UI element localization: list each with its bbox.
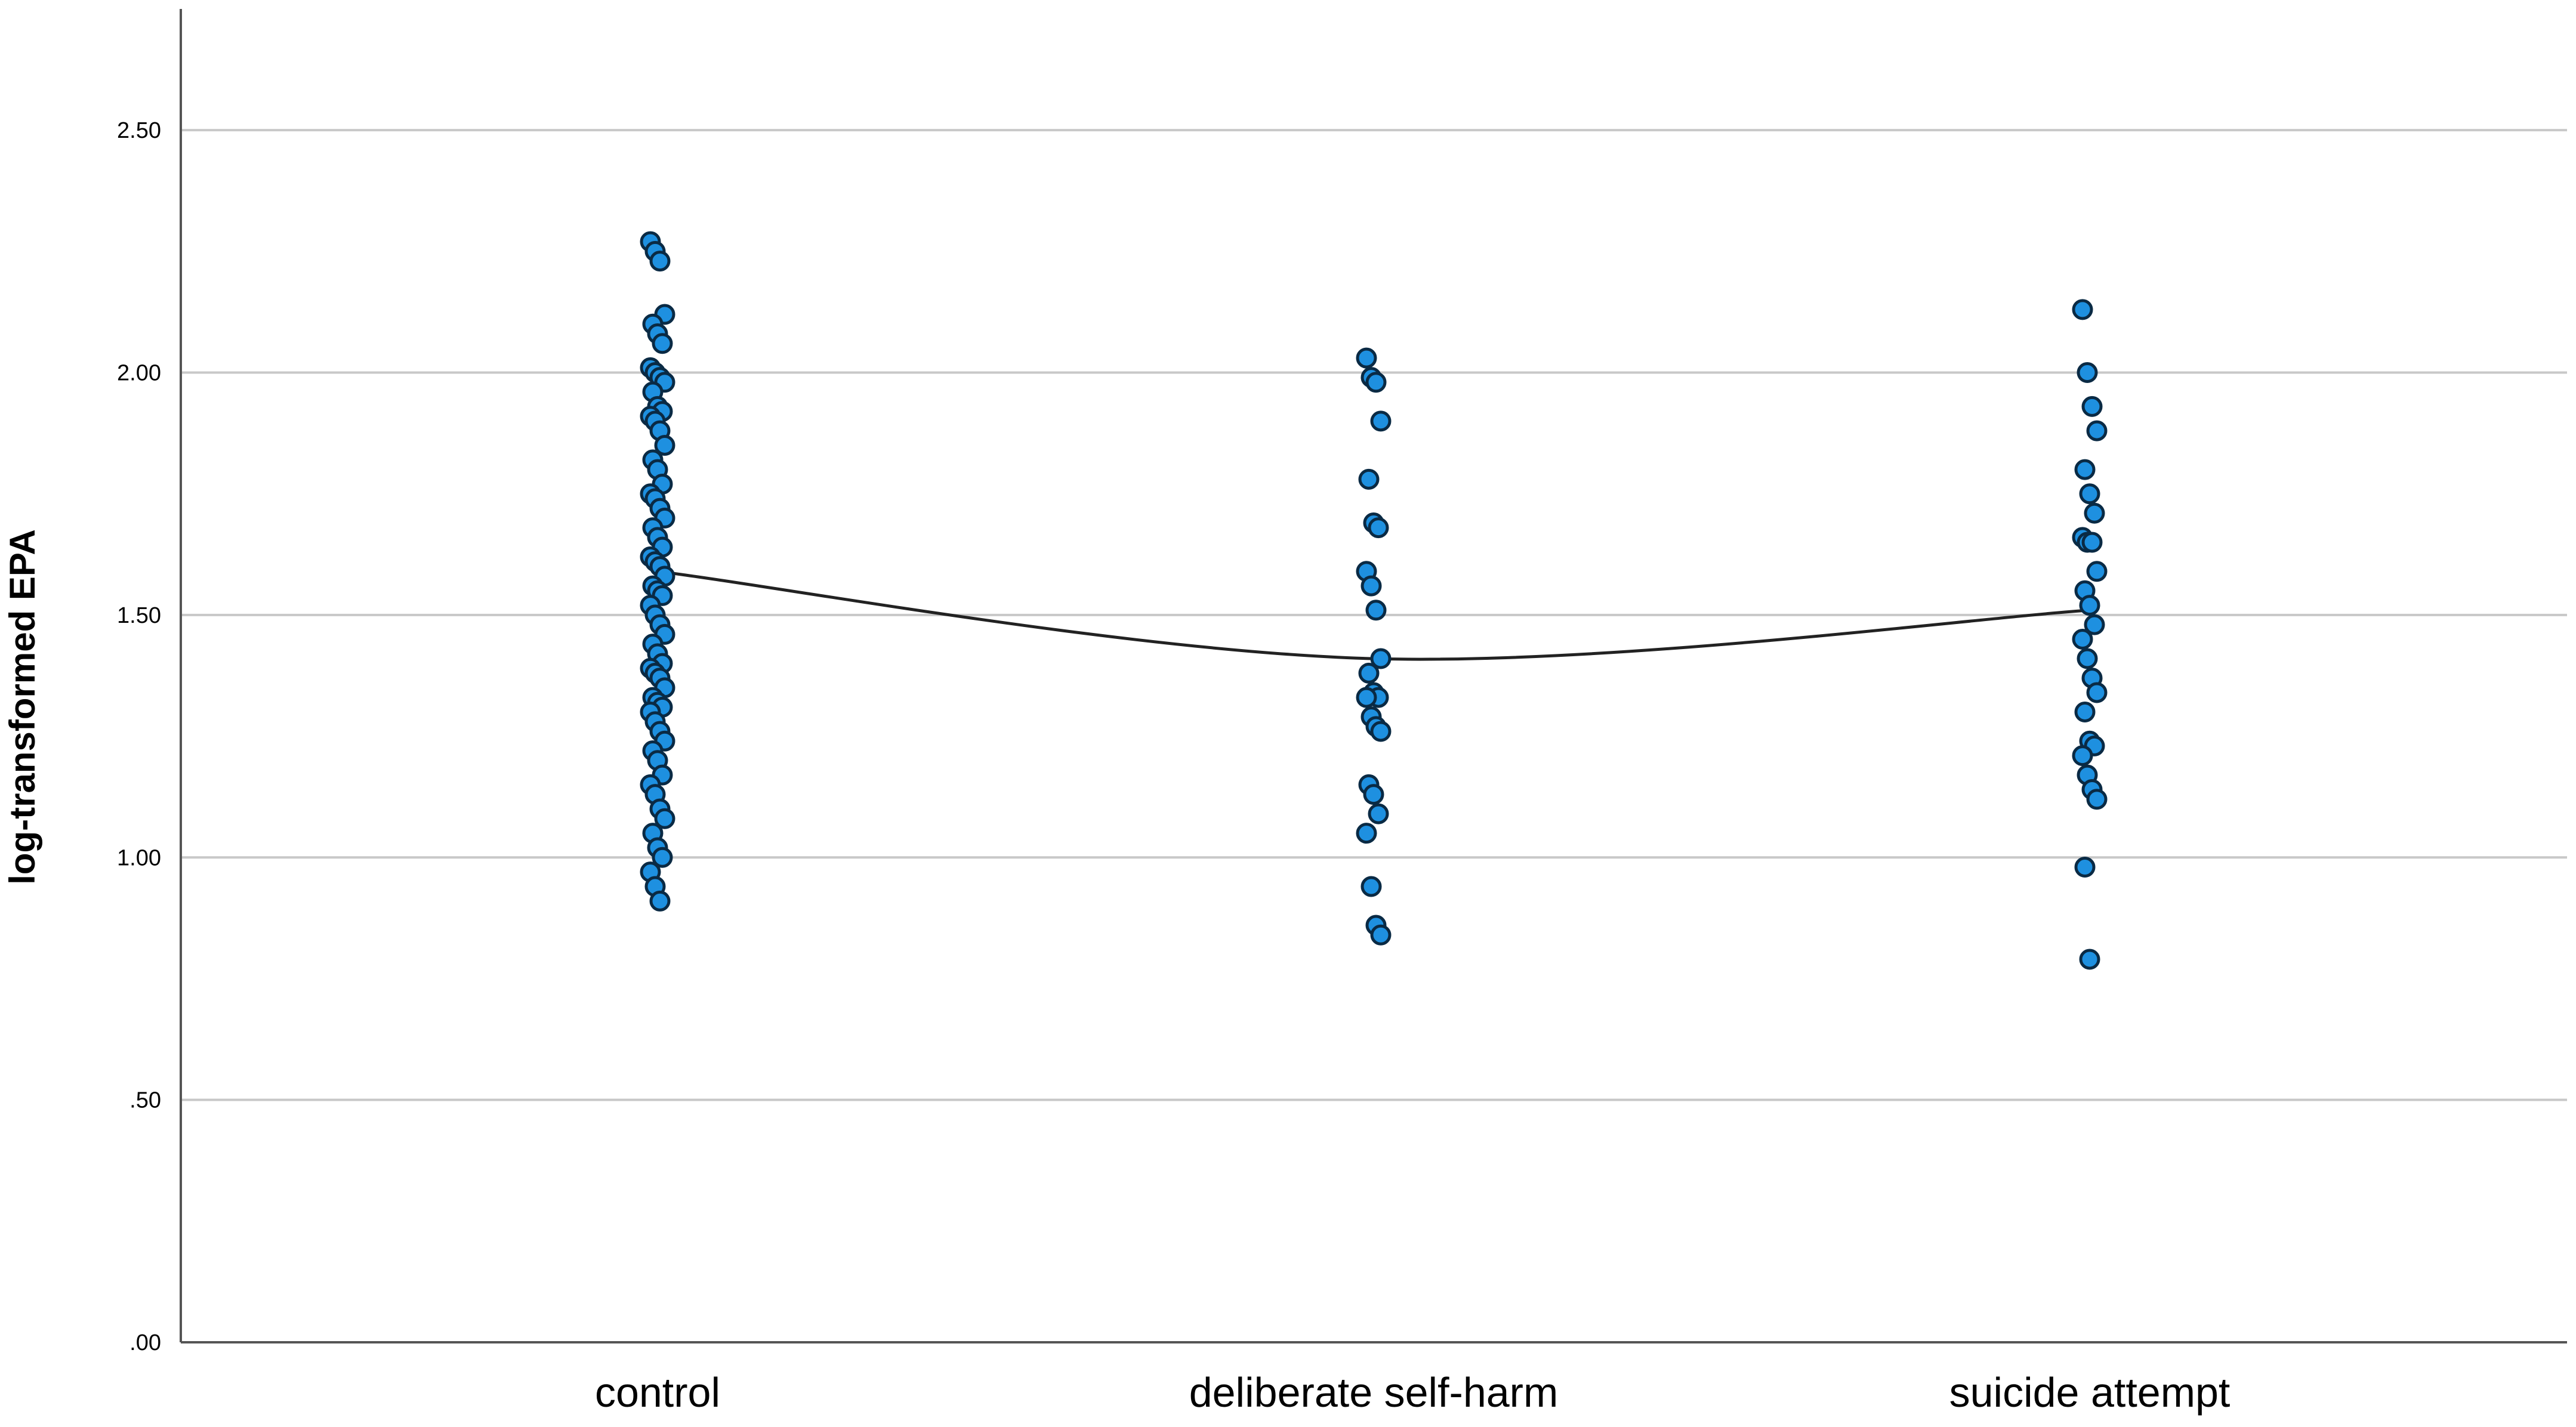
data-point <box>1358 468 1380 490</box>
y-axis-label: log-transformed EPA <box>2 529 42 885</box>
data-point <box>2086 561 2108 582</box>
y-tick-label: 1.00 <box>117 845 161 870</box>
x-tick-label: suicide attempt <box>1949 1369 2231 1416</box>
data-point <box>1356 823 1377 844</box>
data-point <box>1368 803 1389 824</box>
data-point <box>2072 629 2093 650</box>
data-point <box>1365 372 1387 393</box>
data-point <box>1368 517 1389 539</box>
data-point <box>1365 600 1387 621</box>
y-tick-label: 1.50 <box>117 603 161 628</box>
data-point <box>649 251 671 272</box>
data-point <box>654 434 675 456</box>
data-point <box>2072 745 2093 767</box>
data-point <box>2074 701 2096 722</box>
y-tick-label: 2.50 <box>117 118 161 143</box>
data-point <box>1370 721 1392 742</box>
point-layer <box>640 231 2108 970</box>
data-point <box>1361 876 1382 897</box>
data-point <box>1370 410 1392 432</box>
y-tick-label: .50 <box>129 1088 161 1113</box>
y-tick-label: .00 <box>129 1330 161 1355</box>
data-point <box>2084 502 2105 524</box>
data-point <box>1356 687 1377 708</box>
data-point <box>652 333 673 354</box>
data-point <box>2079 483 2100 505</box>
data-point <box>649 890 671 912</box>
data-point <box>2077 362 2098 384</box>
data-point <box>2086 682 2108 703</box>
data-point <box>2079 595 2100 616</box>
data-point <box>2077 648 2098 669</box>
data-point <box>2081 532 2103 553</box>
data-point <box>654 808 675 829</box>
data-point <box>2074 857 2096 878</box>
label-layer: log-transformed EPA .00 .50 1.00 1.50 2.00 2.… <box>2 118 2230 1416</box>
data-point <box>2086 420 2108 441</box>
data-point <box>2074 459 2096 480</box>
data-point <box>2084 614 2105 635</box>
x-tick-label: control <box>595 1369 720 1416</box>
data-point <box>2079 949 2100 970</box>
data-point <box>652 847 673 868</box>
data-point <box>2072 299 2093 320</box>
data-point <box>1363 784 1384 805</box>
data-point <box>2086 789 2108 810</box>
axis-layer <box>180 9 2567 1343</box>
data-point <box>1356 347 1377 369</box>
x-tick-label: deliberate self-harm <box>1189 1369 1559 1416</box>
y-tick-label: 2.00 <box>117 361 161 386</box>
data-point <box>1370 924 1392 946</box>
data-point <box>1358 662 1380 684</box>
data-point <box>1361 575 1382 597</box>
data-point <box>1370 648 1392 669</box>
data-point <box>2081 396 2103 417</box>
